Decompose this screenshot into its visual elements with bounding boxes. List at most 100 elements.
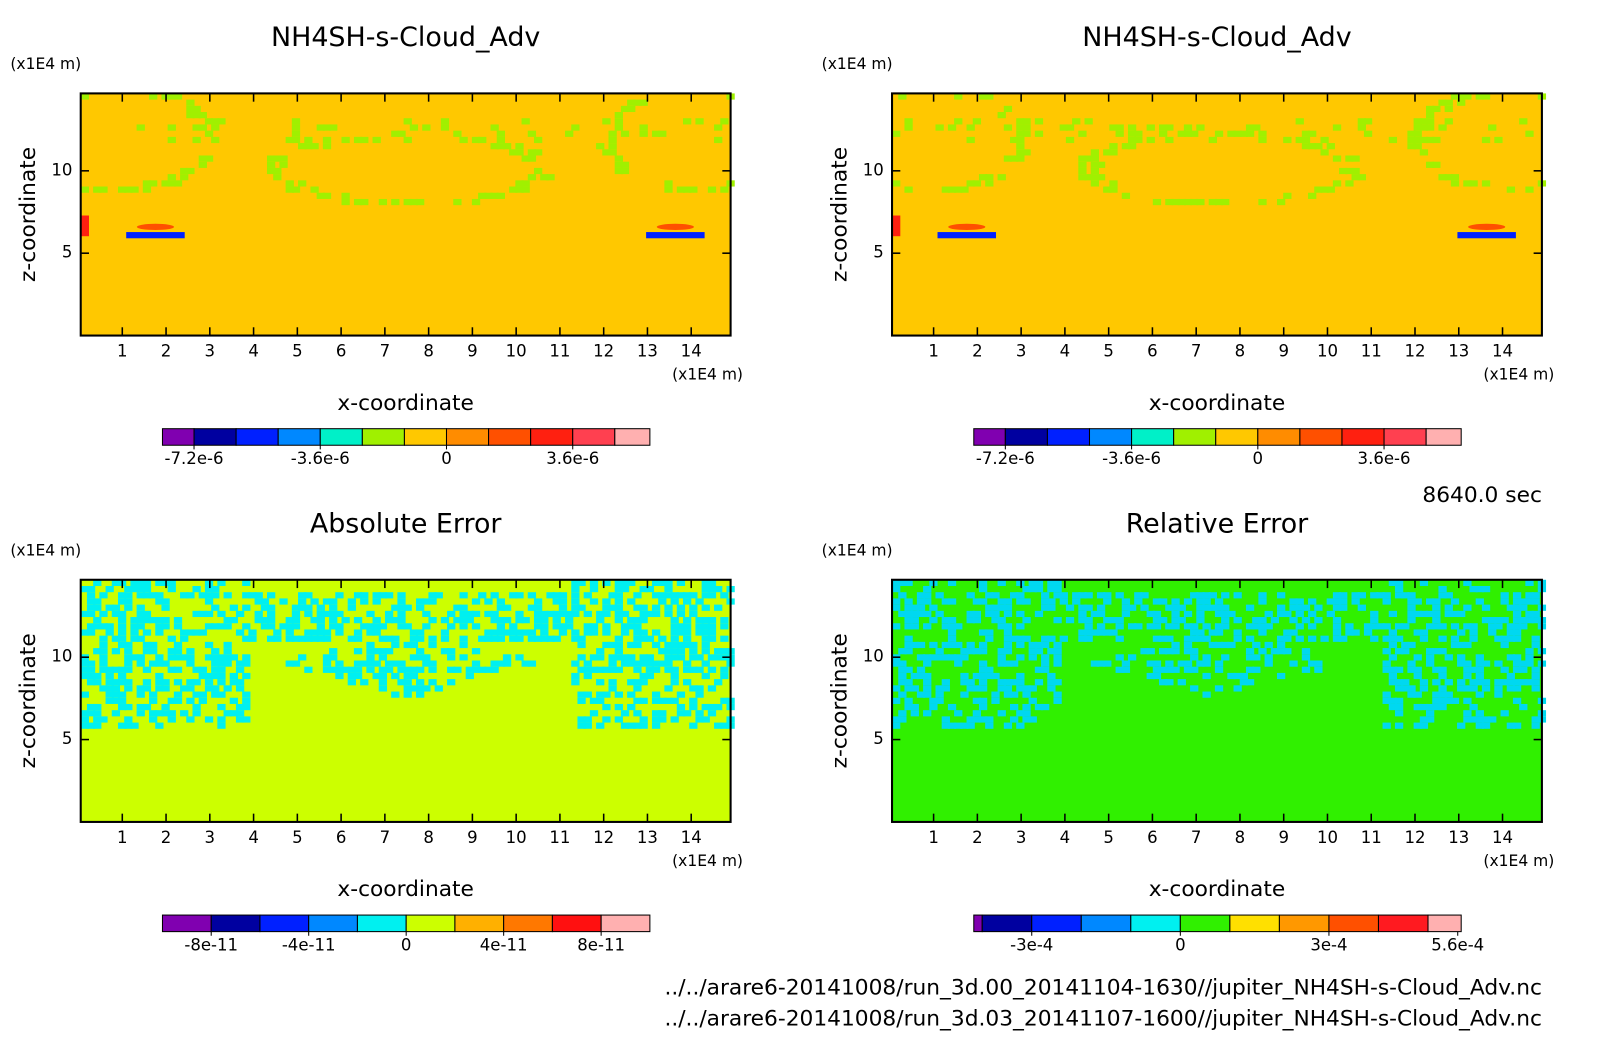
pattern-cell <box>291 130 301 137</box>
pattern-cell <box>186 592 195 599</box>
pattern-cell <box>978 685 988 692</box>
pattern-cell <box>136 710 145 717</box>
pattern-cell <box>149 660 158 667</box>
pattern-cell <box>1084 635 1093 642</box>
colorbar-tick-label: 4e-11 <box>480 936 528 955</box>
pattern-cell <box>1165 198 1174 206</box>
pattern-cell <box>1003 685 1013 692</box>
pattern-cell <box>1351 167 1360 175</box>
pattern-cell <box>664 648 673 655</box>
pattern-cell <box>639 654 648 661</box>
pattern-cell <box>403 666 412 673</box>
pattern-cell <box>105 604 114 611</box>
pattern-cell <box>1426 716 1435 723</box>
pattern-cell <box>1469 716 1478 723</box>
pattern-cell <box>695 623 704 630</box>
pattern-cell <box>614 161 623 168</box>
pattern-cell <box>316 124 325 131</box>
colorbar-swatch <box>356 914 407 933</box>
pattern-cell <box>620 579 630 586</box>
pattern-cell <box>1481 136 1491 144</box>
pattern-cell <box>99 186 108 193</box>
pattern-cell <box>991 604 1000 611</box>
colorbar-swatch <box>973 914 983 933</box>
pattern-cell <box>1494 660 1503 667</box>
pattern-cell <box>707 623 717 630</box>
pattern-cell <box>136 124 145 131</box>
pattern-cell <box>1457 685 1466 692</box>
pattern-cell <box>923 685 932 692</box>
pattern-cell <box>117 697 127 704</box>
pattern-cell <box>1016 685 1025 692</box>
pattern-cell <box>217 703 226 711</box>
pattern-cell <box>509 186 518 193</box>
pattern-cell <box>1090 660 1099 667</box>
pattern-cell <box>639 99 648 106</box>
colorbar-tick-label: 0 <box>1175 936 1186 955</box>
pattern-cell <box>1382 598 1391 605</box>
pattern-cell <box>714 654 723 661</box>
pattern-cell <box>372 136 381 144</box>
pattern-cell <box>254 598 263 605</box>
pattern-cell <box>1127 136 1137 144</box>
pattern-cell <box>923 710 932 717</box>
colorbar-swatch <box>1299 428 1343 446</box>
pattern-cell <box>447 666 456 673</box>
pattern-cell <box>1506 654 1516 661</box>
x-tick-label: 12 <box>1404 828 1425 847</box>
pattern-cell <box>1463 93 1472 100</box>
pattern-cell <box>453 617 462 624</box>
pattern-cell <box>204 118 214 125</box>
pattern-cell <box>1370 623 1379 630</box>
pattern-cell <box>1432 105 1441 113</box>
pattern-cell <box>1096 592 1106 599</box>
pattern-cell <box>1146 610 1155 618</box>
colorbar-tick-label: 5.6e-4 <box>1431 936 1484 955</box>
pattern-cell <box>633 710 642 717</box>
pattern-cell <box>1090 629 1099 636</box>
pattern-cell <box>1494 623 1503 630</box>
pattern-cell <box>161 710 170 717</box>
pattern-cell <box>1152 623 1162 630</box>
pattern-cell <box>1053 660 1062 667</box>
pattern-cell <box>1488 629 1497 636</box>
pattern-cell <box>1382 691 1391 698</box>
pattern-cell <box>552 635 561 642</box>
pattern-cell <box>527 635 537 642</box>
pattern-cell <box>93 579 102 586</box>
pattern-cell <box>602 691 611 698</box>
pattern-cell <box>664 697 673 704</box>
pattern-cell <box>627 598 636 605</box>
pattern-cell <box>1090 161 1099 168</box>
pattern-cell <box>1326 143 1335 150</box>
pattern-cell <box>658 697 667 704</box>
pattern-cell <box>991 697 1000 704</box>
pattern-cell <box>161 598 170 605</box>
pattern-cell <box>1506 679 1516 686</box>
pattern-cell <box>527 155 537 162</box>
pattern-cell <box>689 722 698 729</box>
pattern-cell <box>1078 604 1087 611</box>
pattern-cell <box>459 604 468 611</box>
pattern-cell <box>335 666 344 673</box>
pattern-cell <box>304 635 313 642</box>
pattern-cell <box>117 598 127 605</box>
pattern-cell <box>1010 155 1019 162</box>
pattern-cell <box>1413 629 1422 636</box>
pattern-cell <box>1388 666 1398 673</box>
pattern-cell <box>898 691 907 698</box>
pattern-cell <box>502 143 512 150</box>
pattern-cell <box>167 654 176 661</box>
pattern-cell <box>1245 623 1255 630</box>
pattern-cell <box>1301 654 1311 661</box>
pattern-cell <box>1394 722 1404 729</box>
pattern-cell <box>478 635 487 642</box>
pattern-cell <box>509 592 518 599</box>
pattern-cell <box>701 635 710 642</box>
pattern-cell <box>316 610 325 618</box>
pattern-cell <box>904 579 913 586</box>
pattern-cell <box>1463 579 1472 586</box>
pattern-cell <box>366 648 375 655</box>
pattern-cell <box>670 592 679 599</box>
pattern-cell <box>273 629 282 636</box>
